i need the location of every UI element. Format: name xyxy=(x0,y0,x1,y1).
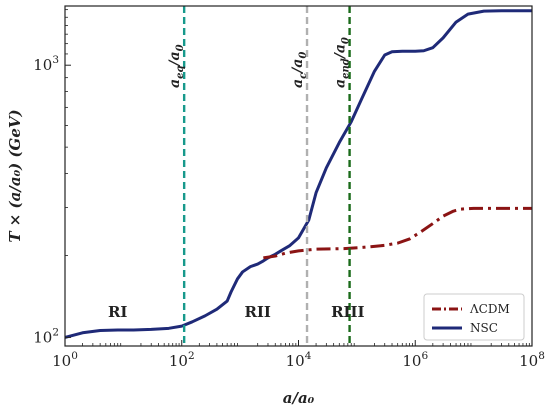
region-label-riii: RIII xyxy=(331,303,365,321)
vline-label-part: end xyxy=(341,58,352,79)
x-tick-label: 104 xyxy=(286,350,312,370)
region-labels-layer: RI RII RIII xyxy=(108,303,365,321)
series-layer xyxy=(65,9,532,339)
vline-label-part: /a xyxy=(167,51,183,67)
axis-labels: a/a₀ T × (a/a₀) (GeV) xyxy=(6,109,315,407)
region-label-rii: RII xyxy=(244,303,271,321)
legend-label-1: NSC xyxy=(470,321,498,335)
vline-label-part: eq xyxy=(175,66,186,79)
vline-label-part: 0 xyxy=(341,37,352,44)
vline-label-part: 0 xyxy=(175,44,186,51)
vline-label-part: a xyxy=(167,79,183,88)
vline-label-a_end: aend/a0 xyxy=(333,37,352,88)
x-tick-label: 100 xyxy=(52,350,78,370)
series-line-cdm xyxy=(263,206,532,260)
vline-label-part: /a xyxy=(290,59,306,75)
x-tick-label: 106 xyxy=(402,350,428,370)
vline-label-part: a xyxy=(333,79,349,88)
region-label-ri: RI xyxy=(108,303,127,321)
y-axis-label: T × (a/a₀) (GeV) xyxy=(6,109,24,242)
ticks-layer: 100 102 104 106 108 102 103 xyxy=(33,9,545,370)
vline-label-part: 0 xyxy=(298,52,309,59)
series-line-nsc xyxy=(65,9,532,339)
vline-label-a_eq: aeq/a0 xyxy=(167,44,186,88)
x-tick-label: 108 xyxy=(519,350,545,370)
vline-label-part: /a xyxy=(333,44,349,60)
y-tick-label: 103 xyxy=(33,54,59,74)
legend: ΛCDM NSC xyxy=(423,293,525,341)
vline-label-a_c: ac/a0 xyxy=(290,52,309,88)
vline-label-part: a xyxy=(290,79,306,88)
plot-area xyxy=(65,6,532,346)
x-axis-label: a/a₀ xyxy=(283,389,315,407)
x-tick-label: 102 xyxy=(169,350,195,370)
vline-label-part: c xyxy=(298,73,309,79)
legend-label-0: ΛCDM xyxy=(469,302,510,316)
y-tick-label: 102 xyxy=(33,326,59,346)
